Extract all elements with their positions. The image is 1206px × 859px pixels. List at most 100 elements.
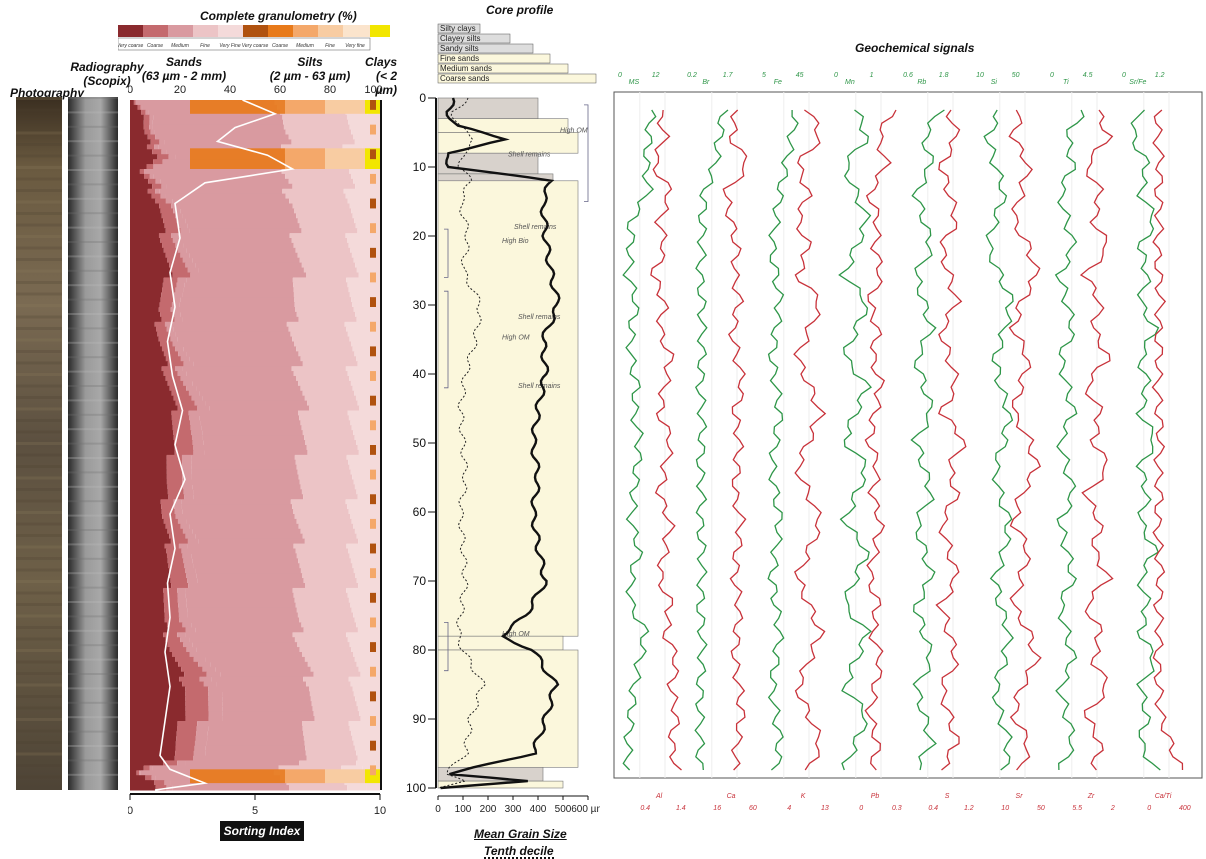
clay-bar: [374, 666, 380, 673]
silt-bar: [295, 602, 351, 609]
silt-bar: [314, 716, 361, 722]
sand-bar: [189, 420, 201, 426]
photo-streak: [16, 557, 62, 560]
geo-bottom-tick: 50: [1037, 805, 1045, 812]
depth-tick-label: 10: [413, 160, 427, 174]
sand-bar: [130, 440, 175, 446]
sand-bar: [130, 188, 148, 195]
sand-bar: [165, 228, 181, 234]
silt-bar: [295, 307, 354, 313]
profile-legend-label: Silty clays: [440, 24, 476, 33]
sand-bar: [157, 154, 169, 160]
silt-bar: [293, 287, 349, 293]
sand-bar: [160, 297, 174, 303]
sand-bar: [130, 390, 172, 397]
sand-bar: [171, 302, 180, 308]
silt-bar: [294, 597, 349, 604]
sand-bar: [171, 410, 189, 416]
sand-bar: [163, 760, 178, 766]
sand-bar: [163, 587, 178, 594]
silt-bar: [302, 573, 356, 579]
silt-bar: [187, 543, 294, 549]
silt-bar: [350, 380, 369, 387]
silt-bar: [356, 661, 373, 668]
silt-bar: [304, 740, 354, 747]
silt-bar: [348, 415, 366, 421]
sand-bar: [182, 553, 192, 559]
sand-bar: [140, 104, 143, 111]
silt-bar: [188, 617, 299, 623]
sand-bar: [208, 701, 223, 707]
sand-bar: [176, 735, 196, 742]
sand-bar: [167, 361, 184, 367]
sand-bar: [169, 568, 186, 574]
clay-marker: [370, 247, 376, 258]
sand-bar: [166, 464, 183, 471]
silt-bar: [185, 218, 298, 224]
sand-bar: [169, 385, 187, 392]
silts-line1: Silts: [297, 55, 323, 69]
sand-bar: [164, 602, 179, 609]
silt-bar: [291, 366, 346, 372]
sand-bar: [130, 223, 165, 229]
silt-bar: [171, 321, 287, 328]
photo-streak: [16, 120, 62, 123]
silt-bar: [207, 730, 304, 737]
sand-bar: [130, 405, 178, 411]
sand-bar: [160, 208, 174, 214]
sand-bar: [130, 602, 165, 609]
silt-bar: [343, 188, 364, 195]
sand-bar: [185, 706, 209, 712]
sand-bar: [171, 233, 179, 239]
sand-bar: [184, 671, 207, 678]
geo-bottom-tick: 400: [1179, 805, 1191, 812]
silt-bar: [185, 587, 293, 594]
sand-bar: [175, 745, 195, 752]
sand-bar: [130, 139, 151, 145]
sand-bar: [130, 721, 178, 727]
sand-bar: [163, 351, 179, 357]
profile-legend-box: [437, 63, 569, 74]
sand-bar: [139, 770, 141, 776]
clay-bar: [364, 410, 380, 416]
fine-silt-band: [325, 769, 365, 784]
sand-bar: [181, 454, 192, 461]
clay-bar: [371, 169, 380, 175]
sand-bar: [163, 632, 178, 638]
sand-bar: [208, 691, 223, 697]
profile-annotation: High OM: [502, 335, 530, 342]
profile-x-tick-label: 300: [505, 804, 522, 815]
sand-bar: [130, 725, 178, 732]
geo-curve-pb: [864, 109, 897, 771]
sand-bar: [130, 233, 159, 239]
radiograph-band: [68, 385, 118, 387]
depth-tick-label: 100: [406, 781, 426, 795]
sand-bar: [163, 247, 178, 254]
sort-tick-label: 0: [128, 805, 133, 817]
clay-bar: [368, 292, 380, 298]
sand-bar: [130, 666, 182, 673]
geo-top-tick: 1.8: [939, 72, 949, 79]
radiograph-band: [68, 759, 118, 762]
sand-bar: [176, 730, 197, 737]
silt-bar: [351, 297, 370, 303]
sand-bar: [130, 311, 161, 318]
sand-bar: [130, 109, 142, 116]
silt-bar: [349, 642, 367, 648]
sand-bar: [130, 454, 167, 461]
clay-bar: [371, 612, 380, 618]
silt-bar: [352, 346, 372, 352]
geochem-title: Geochemical signals: [855, 41, 975, 55]
photo-streak: [16, 131, 62, 135]
sand-bar: [168, 563, 185, 569]
photo-streak: [16, 476, 62, 480]
sand-bar: [172, 238, 181, 244]
profile-legend-label: Sandy silts: [440, 44, 479, 53]
clay-marker: [370, 371, 376, 381]
silt-bar: [344, 321, 364, 328]
silt-bar: [178, 233, 290, 239]
gran-tick-label: 0: [128, 84, 133, 96]
silt-bar: [349, 553, 367, 559]
clay-bar: [367, 464, 380, 471]
sand-bar: [175, 242, 184, 249]
